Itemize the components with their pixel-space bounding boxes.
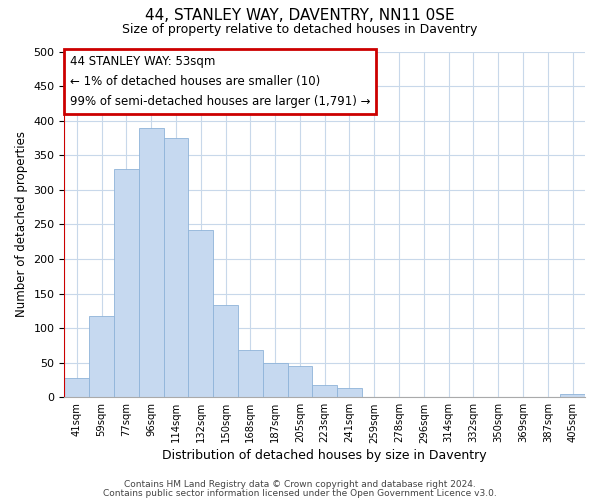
Y-axis label: Number of detached properties: Number of detached properties <box>15 132 28 318</box>
Text: Contains HM Land Registry data © Crown copyright and database right 2024.: Contains HM Land Registry data © Crown c… <box>124 480 476 489</box>
Text: 44 STANLEY WAY: 53sqm
← 1% of detached houses are smaller (10)
99% of semi-detac: 44 STANLEY WAY: 53sqm ← 1% of detached h… <box>70 55 370 108</box>
X-axis label: Distribution of detached houses by size in Daventry: Distribution of detached houses by size … <box>163 450 487 462</box>
Bar <box>114 169 139 398</box>
Bar <box>287 366 313 398</box>
Bar <box>313 385 337 398</box>
Bar <box>238 350 263 398</box>
Bar <box>64 378 89 398</box>
Bar <box>164 138 188 398</box>
Bar <box>213 306 238 398</box>
Bar <box>188 230 213 398</box>
Bar <box>263 362 287 398</box>
Bar <box>337 388 362 398</box>
Bar <box>139 128 164 398</box>
Bar <box>89 316 114 398</box>
Text: Size of property relative to detached houses in Daventry: Size of property relative to detached ho… <box>122 22 478 36</box>
Bar <box>560 394 585 398</box>
Text: Contains public sector information licensed under the Open Government Licence v3: Contains public sector information licen… <box>103 488 497 498</box>
Text: 44, STANLEY WAY, DAVENTRY, NN11 0SE: 44, STANLEY WAY, DAVENTRY, NN11 0SE <box>145 8 455 22</box>
